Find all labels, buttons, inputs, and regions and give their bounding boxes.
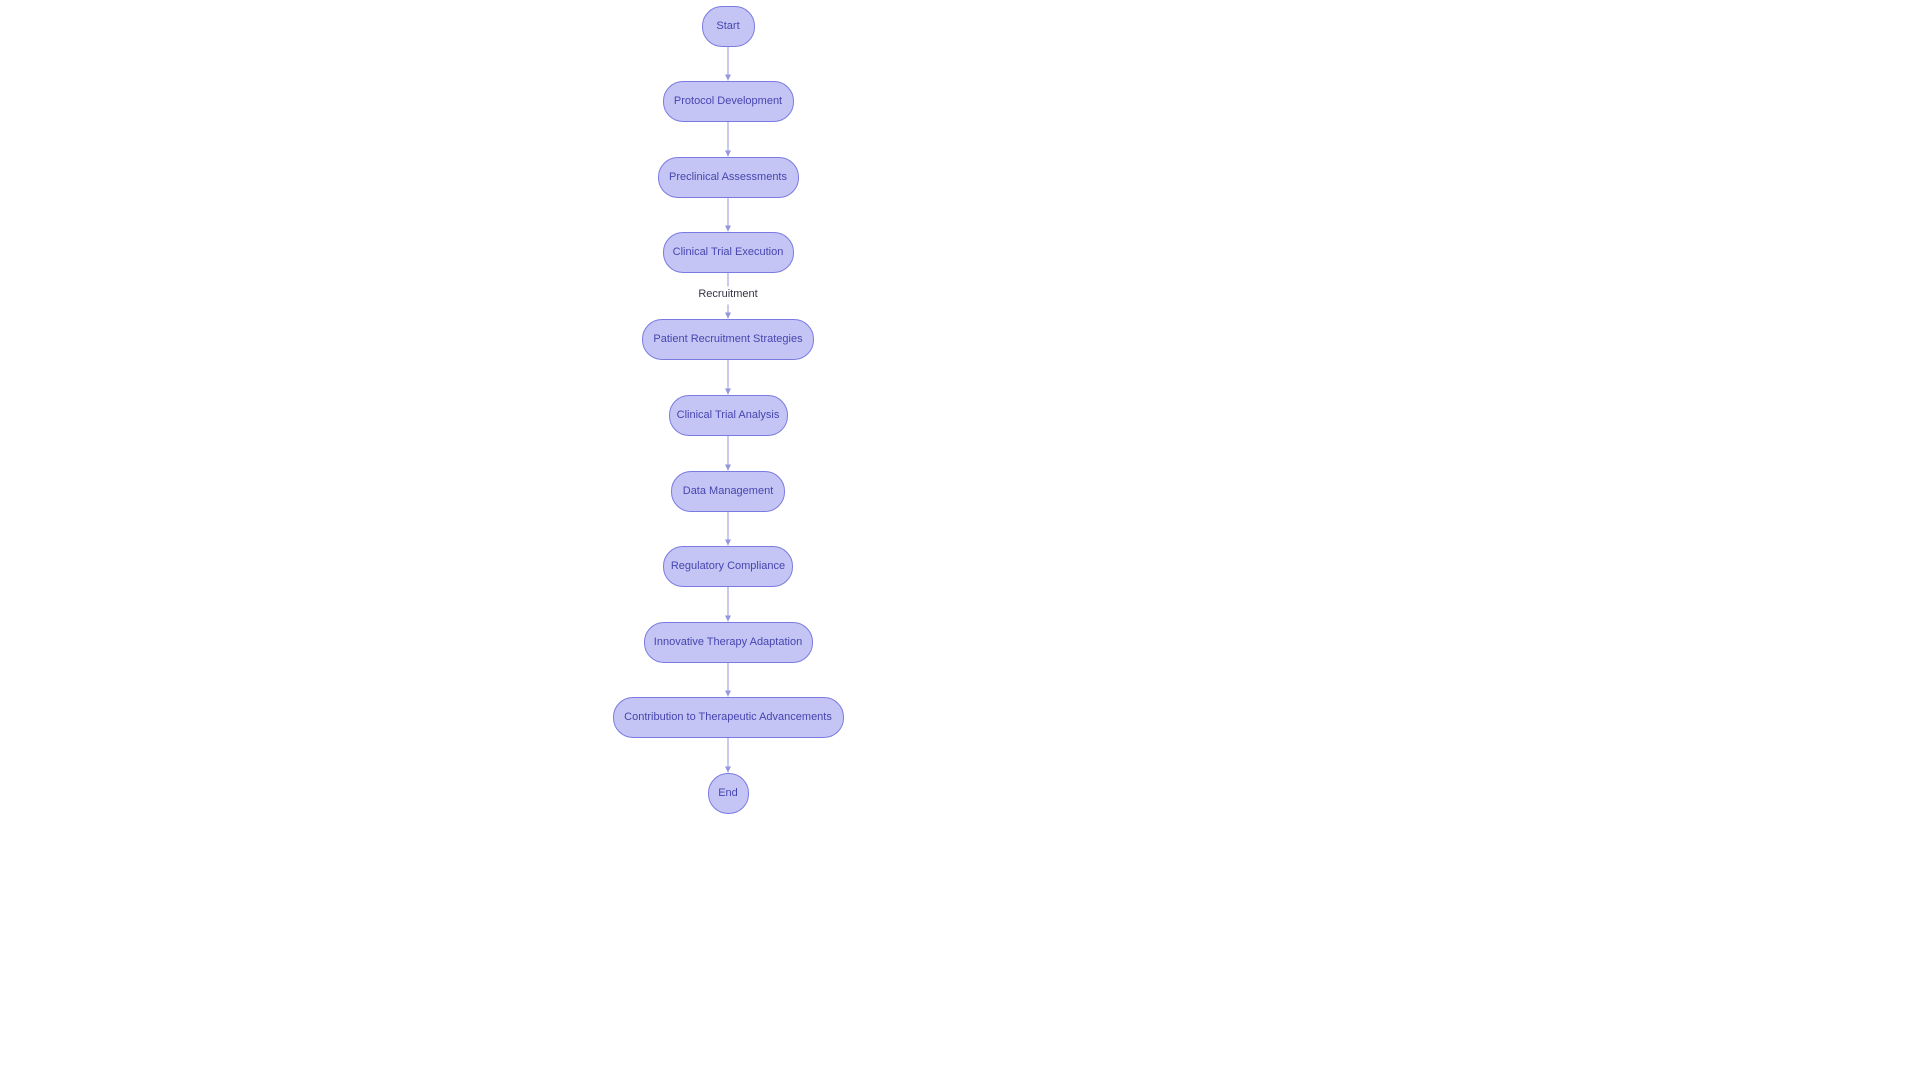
- flowchart-node-analysis: Clinical Trial Analysis: [669, 395, 788, 436]
- flowchart-node-preclinical: Preclinical Assessments: [658, 157, 799, 198]
- flowchart-node-contribution: Contribution to Therapeutic Advancements: [613, 697, 844, 738]
- flowchart-node-regulatory: Regulatory Compliance: [663, 546, 793, 587]
- edge-label-execution-recruitment: Recruitment: [698, 288, 757, 300]
- flowchart-node-datamgmt: Data Management: [671, 471, 785, 512]
- flowchart-node-start: Start: [702, 6, 755, 47]
- flowchart-node-innovative: Innovative Therapy Adaptation: [644, 622, 813, 663]
- flowchart-node-recruitment: Patient Recruitment Strategies: [642, 319, 814, 360]
- flowchart-node-protocol: Protocol Development: [663, 81, 794, 122]
- flowchart-canvas: Start Protocol Development Preclinical Ass…: [0, 0, 1920, 1080]
- flowchart-node-end: End: [708, 773, 749, 814]
- flowchart-node-execution: Clinical Trial Execution: [663, 232, 794, 273]
- edges-layer: [0, 0, 1920, 1080]
